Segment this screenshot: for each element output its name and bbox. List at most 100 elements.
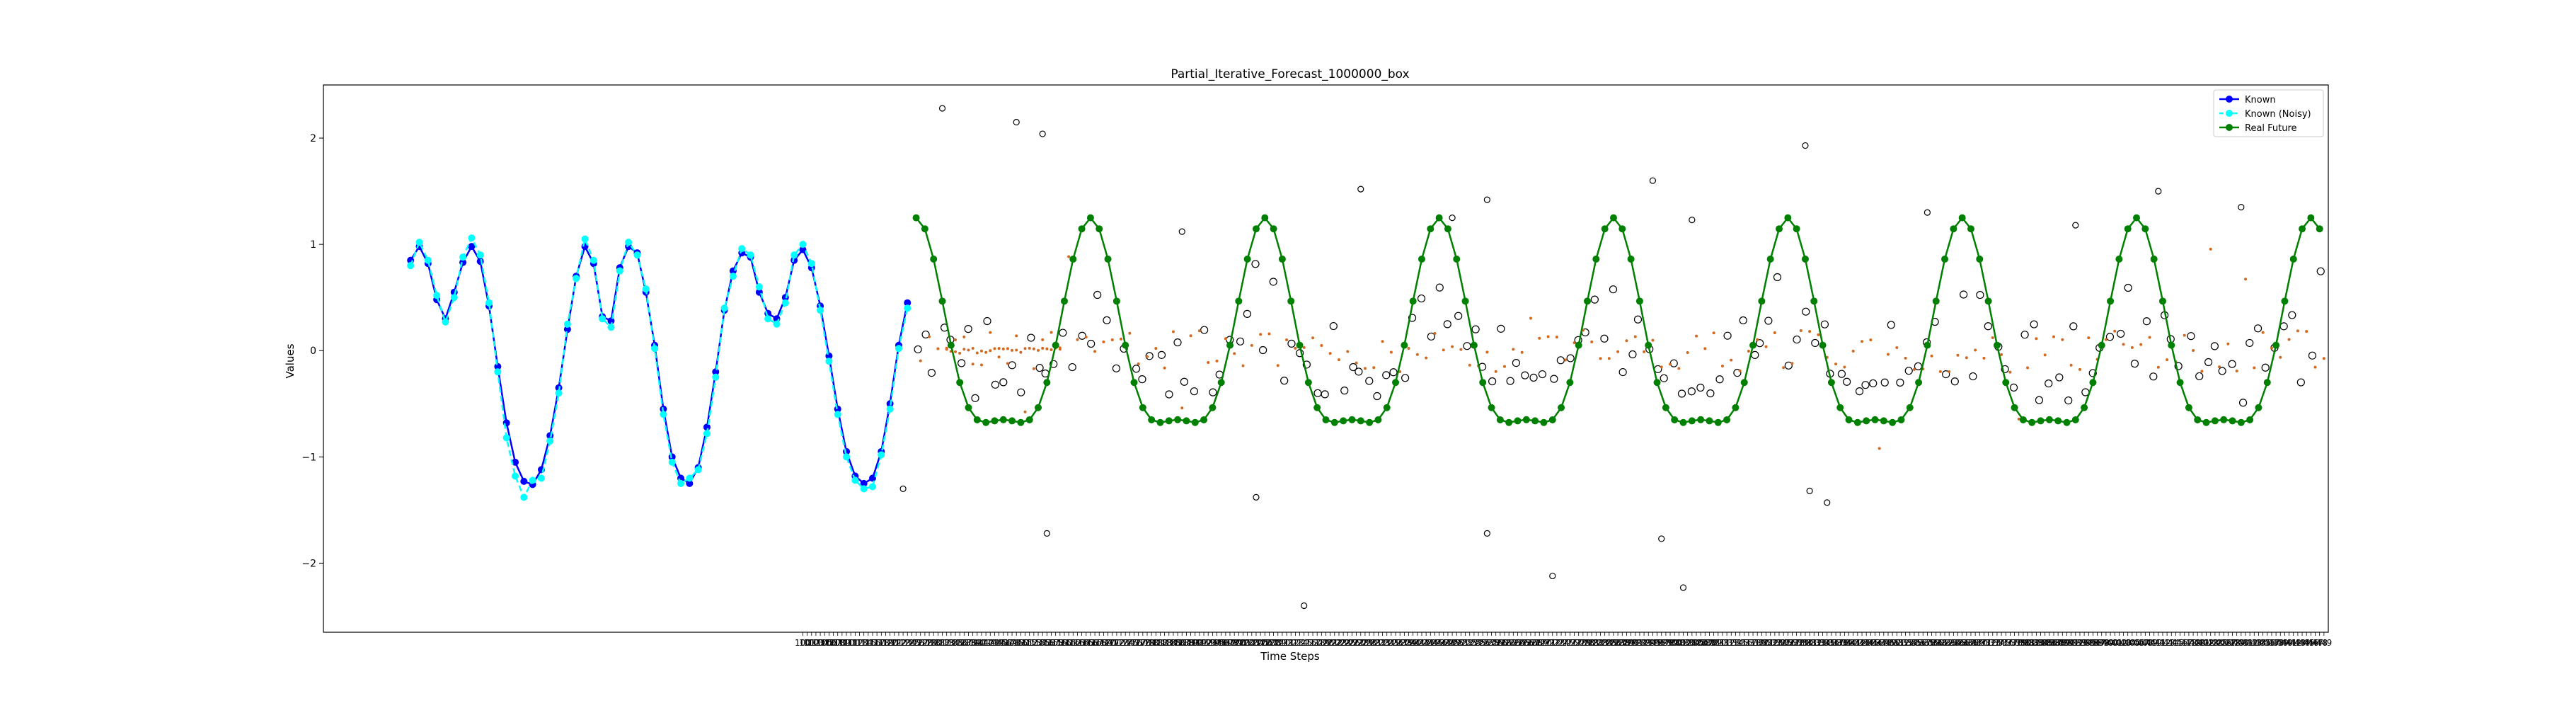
series-point-2 bbox=[1008, 417, 1016, 425]
forecast-point bbox=[1512, 358, 1521, 367]
forecast-dot bbox=[2200, 370, 2204, 373]
x-tick-label: 190 bbox=[1187, 638, 1203, 648]
series-point-1 bbox=[442, 318, 449, 326]
y-tick-label: −2 bbox=[301, 558, 316, 569]
series-point-2 bbox=[1679, 418, 1687, 426]
forecast-dot bbox=[1974, 348, 1977, 352]
forecast-point bbox=[2238, 399, 2248, 407]
forecast-point bbox=[1365, 377, 1374, 385]
forecast-dot bbox=[1110, 338, 1114, 342]
forecast-point bbox=[1843, 377, 1851, 386]
x-tick-label: 200 bbox=[1231, 638, 1247, 648]
forecast-dot bbox=[1006, 347, 1009, 350]
series-point-2 bbox=[1958, 214, 1966, 222]
x-tick-label: 403 bbox=[2115, 638, 2132, 648]
x-tick-label: 404 bbox=[2120, 638, 2136, 648]
forecast-point bbox=[1618, 367, 1627, 377]
forecast-point bbox=[2204, 358, 2213, 367]
forecast-point bbox=[1687, 387, 1696, 396]
x-tick-label: 172 bbox=[1108, 638, 1125, 648]
x-tick-label: 178 bbox=[1134, 638, 1151, 648]
x-tick-label: 389 bbox=[2054, 638, 2071, 648]
series-point-2 bbox=[2316, 225, 2323, 233]
forecast-dot bbox=[1207, 361, 1210, 365]
forecast-point bbox=[2296, 378, 2305, 387]
series-point-2 bbox=[2237, 418, 2245, 426]
forecast-point bbox=[1200, 326, 1209, 334]
forecast-dot bbox=[1503, 365, 1507, 368]
forecast-point bbox=[1887, 321, 1895, 329]
forecast-point bbox=[2030, 320, 2038, 329]
series-point-1 bbox=[468, 234, 476, 242]
series-point-1 bbox=[651, 345, 659, 353]
forecast-dot bbox=[2270, 346, 2273, 350]
series-point-2 bbox=[921, 225, 928, 233]
x-tick-label: 352 bbox=[1893, 638, 1909, 648]
forecast-dot bbox=[1991, 336, 1994, 339]
forecast-dot bbox=[1302, 346, 1306, 349]
forecast-point bbox=[1027, 333, 1035, 342]
series-point-1 bbox=[607, 324, 615, 331]
forecast-dot bbox=[2235, 370, 2238, 373]
legend-marker bbox=[2226, 96, 2233, 103]
series-point-2 bbox=[2272, 341, 2280, 349]
forecast-dot bbox=[1189, 334, 1192, 338]
x-tick-label: 260 bbox=[1492, 638, 1508, 648]
x-tick-label: 307 bbox=[1697, 638, 1713, 648]
x-tick-label: 385 bbox=[2037, 638, 2053, 648]
series-point-2 bbox=[1330, 418, 1338, 426]
x-tick-label: 379 bbox=[2011, 638, 2027, 648]
x-tick-label: 364 bbox=[1945, 638, 1962, 648]
forecast-dot bbox=[1459, 348, 1463, 351]
series-point-2 bbox=[1749, 341, 1757, 349]
series-point-2 bbox=[1435, 214, 1443, 222]
forecast-point bbox=[1590, 295, 1599, 304]
x-tick-label: 316 bbox=[1736, 638, 1752, 648]
x-tick-label: 239 bbox=[1401, 638, 1417, 648]
x-tick-label: 195 bbox=[1209, 638, 1225, 648]
x-tick-label: 396 bbox=[2085, 638, 2101, 648]
x-tick-label: 442 bbox=[2285, 638, 2301, 648]
x-tick-label: 216 bbox=[1300, 638, 1316, 648]
forecast-dot bbox=[1938, 370, 1942, 373]
forecast-point bbox=[1103, 316, 1111, 324]
x-tick-label: 237 bbox=[1392, 638, 1408, 648]
series-point-2 bbox=[1156, 418, 1164, 426]
x-tick-label: 197 bbox=[1217, 638, 1234, 648]
series-point-2 bbox=[1235, 297, 1243, 305]
series-point-2 bbox=[1322, 416, 1330, 423]
x-tick-label: 383 bbox=[2028, 638, 2045, 648]
forecast-dot bbox=[1163, 366, 1166, 370]
forecast-point bbox=[1529, 373, 1538, 382]
x-tick-label: 342 bbox=[1849, 638, 1865, 648]
x-tick-label: 381 bbox=[2020, 638, 2036, 648]
forecast-point bbox=[1628, 350, 1637, 359]
forecast-point bbox=[1538, 370, 1547, 379]
x-tick-label: 103 bbox=[807, 638, 824, 648]
legend-label: Known (Noisy) bbox=[2245, 109, 2311, 120]
x-tick-label: 303 bbox=[1679, 638, 1696, 648]
forecast-dot bbox=[954, 350, 958, 353]
x-tick-label: 259 bbox=[1488, 638, 1504, 648]
series-point-1 bbox=[738, 245, 746, 253]
x-tick-label: 427 bbox=[2220, 638, 2236, 648]
series-point-2 bbox=[1810, 297, 1818, 305]
forecast-dot bbox=[1869, 338, 1873, 342]
x-tick-label: 202 bbox=[1239, 638, 1255, 648]
x-tick-label: 336 bbox=[1823, 638, 1839, 648]
outlier-point bbox=[1806, 487, 1813, 494]
x-tick-label: 297 bbox=[1653, 638, 1669, 648]
x-tick-label: 363 bbox=[1941, 638, 1957, 648]
x-tick-label: 207 bbox=[1261, 638, 1277, 648]
series-point-2 bbox=[1069, 255, 1077, 263]
x-tick-label: 359 bbox=[1924, 638, 1940, 648]
forecast-dot bbox=[1590, 340, 1594, 343]
x-tick-label: 288 bbox=[1614, 638, 1631, 648]
x-tick-label: 198 bbox=[1222, 638, 1238, 648]
forecast-dot bbox=[1599, 357, 1602, 360]
forecast-point bbox=[1035, 363, 1044, 372]
x-tick-label: 127 bbox=[912, 638, 928, 648]
forecast-dot bbox=[1058, 348, 1062, 351]
forecast-dot bbox=[2192, 348, 2195, 352]
forecast-dot bbox=[1738, 369, 1742, 372]
